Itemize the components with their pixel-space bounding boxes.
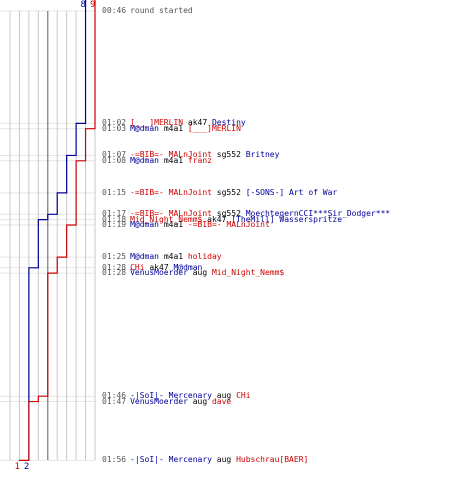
player-name: M@dman [130, 220, 159, 229]
kill-log-row: 00:46 round started [102, 6, 193, 16]
event-time: 01:08 [102, 155, 127, 165]
player-name: CHi [236, 391, 251, 401]
blue-start-count: 8 [80, 0, 86, 10]
player-name: -|SoI|- Mercenary [130, 455, 212, 465]
player-name: Britney [245, 150, 280, 160]
player-name: VenusMoerder [130, 396, 188, 406]
event-time: 01:25 [102, 252, 127, 262]
kill-log-row: 01:03 M@dman m4a1 [___]MERLIN [102, 124, 241, 134]
kill-log-row: 01:18 Mid_Night_Nemm$ ak47 [TheMill] Wass… [102, 215, 342, 225]
blue-end-count: 2 [23, 462, 30, 472]
event-time: 01:02 [102, 118, 127, 128]
event-time: 01:28 [102, 262, 127, 272]
kill-log-row: 01:46 -|SoI|- Mercenary aug CHi [102, 391, 251, 401]
event-time: 01:17 [102, 209, 127, 219]
player-name: holiday [187, 252, 222, 262]
kill-log-row: 01:28 VenusMoerder aug Mid_Night_Nemm$ [102, 268, 284, 278]
blue-team-alive-line [28, 0, 87, 460]
red-start-count: 9 [90, 0, 96, 10]
event-time: 01:07 [102, 150, 127, 160]
weapon-name: aug [211, 391, 237, 401]
kill-log-row: 01:47 VenusMoerder aug dave [102, 397, 231, 407]
player-name: M@dman [173, 262, 203, 272]
event-time: 01:28 [102, 268, 127, 278]
weapon-name: ak47 [202, 214, 232, 224]
event-time: 01:47 [102, 396, 127, 406]
event-text: round started [130, 6, 193, 15]
player-name: MoechtegernCCI***Sir_Dodger*** [245, 209, 391, 219]
kill-log-row: 01:02 [___]MERLIN ak47 Destiny [102, 118, 246, 128]
player-name: Mid_Night_Nemm$ [211, 268, 285, 278]
player-name: [___]MERLIN [187, 123, 241, 133]
player-name: VenusMoerder [130, 268, 188, 278]
event-time: 01:19 [102, 220, 127, 229]
red-team-alive-line [18, 0, 96, 461]
event-time: 01:46 [102, 391, 127, 401]
kill-log-row: 01:28 CHi ak47 M@dman [102, 263, 202, 273]
kill-log-row: 01:17 -=BIB=- MALnJoint sg552 Moechtegern… [102, 209, 390, 219]
kill-log-row: 01:19 M@dman m4a1 -=BIB=- MALnJoint [102, 220, 270, 230]
player-name: -=BIB=- MALnJoint [187, 220, 270, 229]
player-name: M@dman [130, 155, 159, 165]
weapon-name: sg552 [211, 187, 246, 197]
weapon-name: m4a1 [159, 252, 188, 262]
player-name: -=BIB=- MALnJoint [130, 209, 212, 219]
weapon-name: ak47 [144, 262, 174, 272]
kill-log-row: 01:07 -=BIB=- MALnJoint sg552 Britney [102, 150, 279, 160]
kill-log-row: 01:56 -|SoI|- Mercenary aug Hubschrau[BAE… [102, 455, 308, 465]
kill-log-row: 01:25 M@dman m4a1 holiday [102, 252, 222, 262]
player-name: Hubschrau[BAER] [236, 455, 309, 465]
player-name: Mid_Night_Nemm$ [130, 214, 203, 224]
event-time: 01:18 [102, 214, 127, 224]
player-name: -=BIB=- MALnJoint [130, 187, 212, 197]
player-name: -|SoI|- Mercenary [130, 391, 212, 401]
weapon-name: aug [211, 455, 237, 465]
alive-players-chart [0, 0, 96, 461]
weapon-name: m4a1 [159, 123, 188, 133]
weapon-name: m4a1 [159, 155, 188, 165]
player-name: M@dman [130, 252, 159, 262]
player-name: franz [187, 155, 212, 165]
event-time: 01:15 [102, 187, 127, 197]
weapon-name: sg552 [211, 209, 246, 219]
weapon-name: aug [187, 396, 212, 406]
player-name: CHi [130, 262, 145, 272]
player-name: [TheMill] Wasserspritze [231, 214, 343, 224]
weapon-name: ak47 [183, 118, 212, 128]
event-time: 01:56 [102, 455, 127, 465]
weapon-name: m4a1 [159, 220, 188, 229]
player-name: [___]MERLIN [130, 118, 184, 128]
player-name: [-SONS-] Art of War [245, 187, 338, 197]
event-time: 01:03 [102, 123, 127, 133]
kill-log-row: 01:15 -=BIB=- MALnJoint sg552 [-SONS-] Ar… [102, 188, 337, 198]
player-name: Destiny [211, 118, 246, 128]
player-name: M@dman [130, 123, 159, 133]
event-time: 00:46 [102, 6, 127, 15]
weapon-name: sg552 [211, 150, 246, 160]
red-end-count: 1 [14, 462, 20, 472]
player-name: -=BIB=- MALnJoint [130, 150, 212, 160]
weapon-name: aug [187, 268, 212, 278]
player-name: dave [211, 396, 232, 406]
kill-log-row: 01:08 M@dman m4a1 franz [102, 156, 212, 166]
